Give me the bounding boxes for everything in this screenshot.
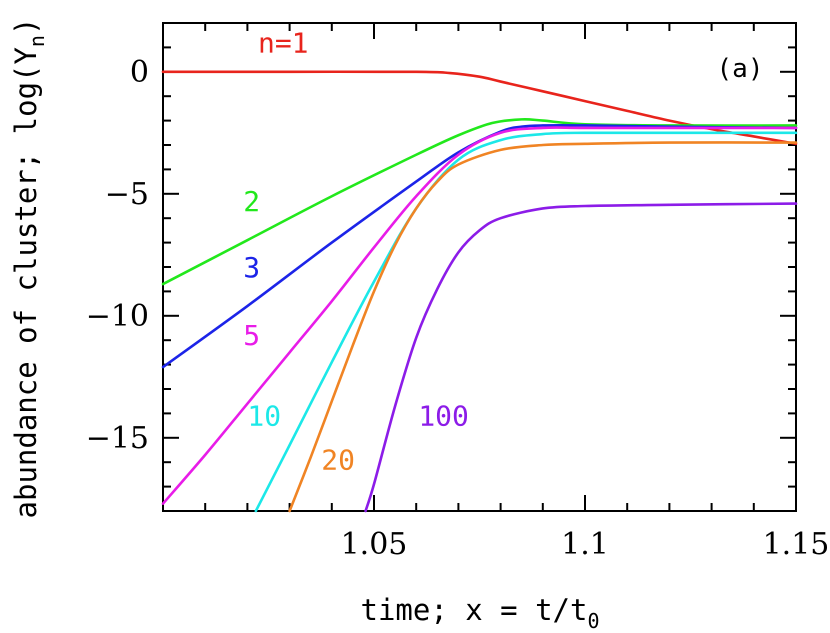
series-label: 2	[243, 185, 260, 218]
y-axis-title-text: abundance of cluster; log(Y	[9, 47, 43, 518]
x-tick-label: 1.05	[341, 527, 408, 562]
x-tick-label: 1.15	[763, 527, 830, 562]
y-axis-title-subscript: n	[25, 35, 49, 47]
series-label: n=1	[258, 26, 309, 59]
x-axis-title-subscript: 0	[587, 609, 599, 633]
series-lines	[161, 70, 798, 513]
series-label: 20	[321, 444, 355, 477]
y-tick-label: −15	[86, 421, 149, 456]
series-line-100	[364, 202, 798, 513]
series-line-10	[254, 131, 798, 513]
y-tick-label: 0	[130, 55, 149, 90]
series-label: 100	[418, 400, 469, 433]
series-label: 5	[243, 319, 260, 352]
series-label: 10	[247, 400, 281, 433]
series-line-5	[161, 126, 798, 505]
series-labels: n=1 2 3 5 10 20 100	[243, 26, 469, 476]
y-axis-title: abundance of cluster; log(Yn)	[9, 18, 49, 519]
axis-ticks	[163, 22, 797, 512]
tick-labels: 1.05 1.1 1.15 0 −5 −10 −15	[86, 55, 830, 562]
y-tick-label: −5	[105, 177, 149, 212]
x-axis-title-text: time; x = t/t	[360, 593, 587, 627]
x-tick-label: 1.1	[561, 527, 609, 562]
series-line-20	[288, 141, 798, 513]
x-axis-title: time; x = t/t0	[360, 593, 599, 633]
y-tick-label: −10	[86, 299, 149, 334]
y-axis-title-suffix: )	[9, 18, 43, 35]
panel-label: (a)	[717, 54, 764, 84]
series-label: 3	[243, 251, 260, 284]
